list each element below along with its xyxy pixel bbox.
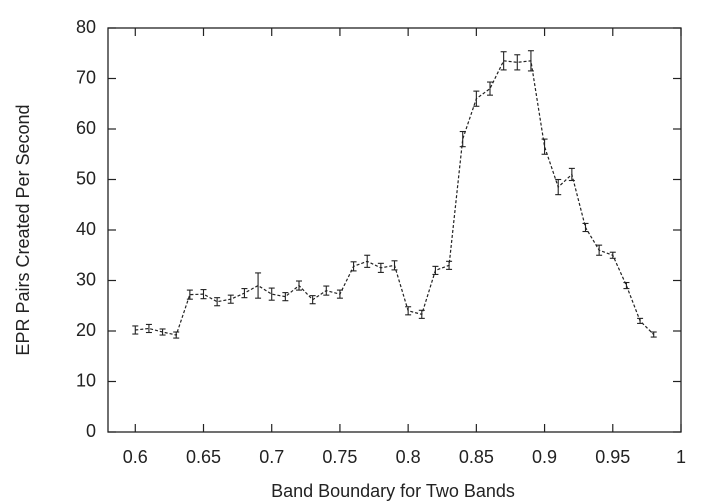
error-bar [500, 51, 507, 71]
error-bar [582, 222, 589, 233]
x-tick-label: 1 [676, 447, 686, 467]
y-tick-label: 50 [76, 168, 96, 188]
error-bar [377, 262, 384, 273]
error-bar [432, 265, 439, 275]
y-tick-label: 30 [76, 269, 96, 289]
error-bar [241, 288, 248, 299]
error-bar [309, 295, 316, 305]
error-bar [282, 292, 289, 302]
error-bar [568, 167, 575, 182]
y-tick-label: 0 [86, 421, 96, 441]
error-bar [350, 261, 357, 272]
error-bar [200, 289, 207, 300]
error-bar [473, 90, 480, 107]
x-tick-label: 0.9 [532, 447, 557, 467]
y-tick-label: 20 [76, 320, 96, 340]
data-line [135, 60, 655, 336]
plot-frame [107, 27, 682, 433]
error-bar [186, 289, 193, 300]
error-bar [255, 272, 262, 299]
x-tick-label: 0.95 [595, 447, 630, 467]
error-bar [159, 328, 166, 336]
x-tick-label: 0.75 [322, 447, 357, 467]
error-bar [227, 294, 234, 304]
error-bar [145, 323, 152, 334]
error-bar [173, 331, 180, 339]
error-bar [555, 178, 562, 196]
error-bar [596, 244, 603, 256]
error-bar [132, 325, 139, 335]
y-axis-label: EPR Pairs Created Per Second [13, 104, 33, 355]
error-bar [405, 306, 412, 316]
error-bar [650, 331, 657, 338]
x-axis-label: Band Boundary for Two Bands [271, 481, 515, 501]
y-tick-label: 10 [76, 370, 96, 390]
error-bar [418, 309, 425, 319]
error-bar [446, 260, 453, 270]
y-tick-label: 80 [76, 17, 96, 37]
error-bar [214, 297, 221, 307]
x-tick-label: 0.7 [259, 447, 284, 467]
error-bar [637, 317, 644, 324]
error-bar [364, 254, 371, 268]
y-tick-label: 40 [76, 219, 96, 239]
y-tick-label: 60 [76, 118, 96, 138]
error-bar [391, 260, 398, 271]
error-bar [623, 281, 630, 290]
x-tick-label: 0.85 [459, 447, 494, 467]
x-tick-label: 0.65 [186, 447, 221, 467]
x-tick-label: 0.6 [123, 447, 148, 467]
y-tick-label: 70 [76, 67, 96, 87]
error-bar [541, 138, 548, 155]
error-bar [268, 287, 275, 301]
error-bar [336, 289, 343, 299]
x-tick-label: 0.8 [396, 447, 421, 467]
error-bar [527, 50, 534, 72]
error-bar [323, 285, 330, 296]
error-bar [514, 54, 521, 71]
error-bar [459, 130, 466, 148]
error-bar [487, 81, 493, 96]
error-bar [296, 280, 302, 291]
error-bar [609, 251, 616, 259]
